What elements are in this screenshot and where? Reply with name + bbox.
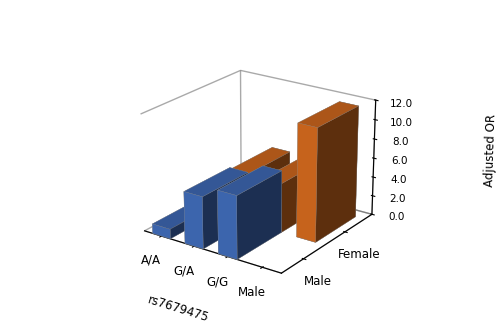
X-axis label: rs7679475: rs7679475 <box>146 293 210 325</box>
